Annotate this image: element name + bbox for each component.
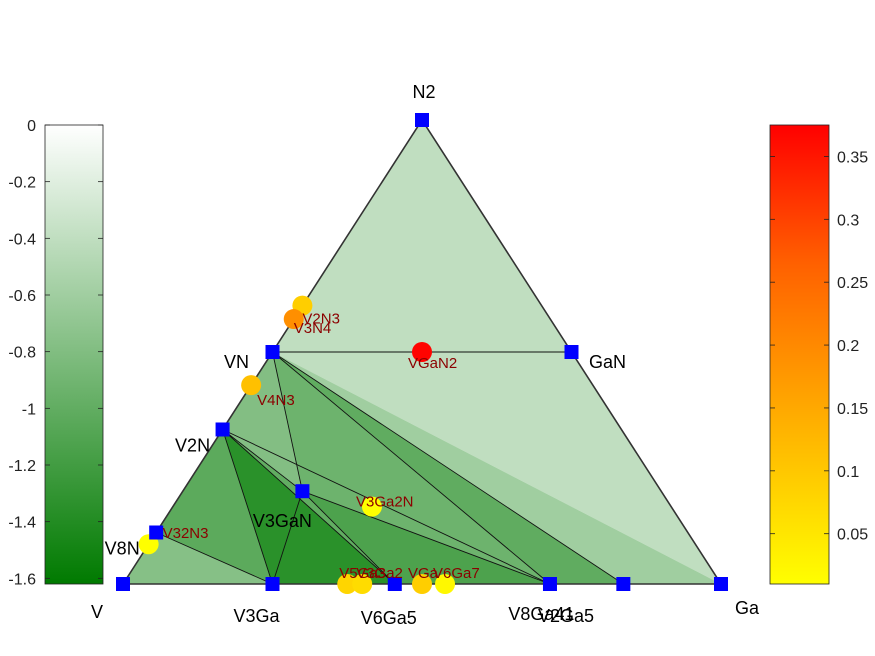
unstable-phase-point: [435, 574, 456, 594]
energy-facet: [123, 532, 273, 584]
tie-line: [272, 351, 303, 492]
stable-phase-label: V2N: [175, 435, 210, 455]
tie-line: [222, 429, 273, 585]
stable-phase-marker: [387, 577, 402, 591]
stable-phase-label: GaN: [589, 352, 626, 372]
tie-lines: [155, 351, 624, 585]
tie-line: [272, 351, 551, 585]
unstable-phase-label: V3N4: [294, 320, 332, 337]
unstable-phase-label: V2N3: [302, 311, 340, 328]
left-tick-label: -1.2: [8, 458, 36, 475]
stable-phases: [116, 113, 728, 591]
left-tick-label: -0.8: [8, 345, 36, 362]
energy-facet: [222, 352, 303, 492]
stable-phase-marker: [295, 484, 310, 499]
stable-phase-label: N2: [412, 82, 435, 102]
stable-phase-marker: [265, 345, 280, 359]
right-tick-label: 0.35: [837, 149, 868, 166]
stable-phase-label: VN: [224, 352, 249, 372]
unstable-phase-label: V3Ga2N: [356, 494, 414, 511]
tie-line: [272, 491, 303, 585]
left-tick-label: -1.4: [8, 515, 36, 532]
stable-phase-label: V8Ga41: [508, 604, 574, 624]
stable-phase-label: V2Ga5: [538, 606, 594, 626]
unstable-phase-point: [352, 574, 373, 594]
tie-line: [222, 429, 396, 585]
left-tick-label: 0: [27, 118, 36, 135]
left-tick-label: -0.6: [8, 288, 36, 305]
right-colorbar: 0.35 0.3 0.25 0.2 0.15 0.1 0.05: [769, 124, 868, 585]
energy-facet: [156, 429, 273, 584]
stable-phase-label: V3Ga: [233, 606, 280, 626]
unstable-phase-point: [361, 496, 382, 517]
stable-phase-marker: [265, 577, 280, 591]
left-colorbar-bar: [44, 124, 104, 585]
right-tick-label: 0.1: [837, 464, 859, 481]
right-colorbar-bar: [769, 124, 830, 585]
energy-facet: [272, 352, 721, 584]
left-tick-label: -0.2: [8, 175, 36, 192]
right-tick-label: 0.05: [837, 527, 868, 544]
left-tick-label: -0.4: [8, 231, 36, 248]
left-tick-label: -1: [22, 401, 36, 418]
unstable-phase-label: V5Ga3: [339, 565, 386, 582]
left-colorbar-ticks: 0 -0.2 -0.4 -0.6 -0.8 -1 -1.2 -1.4 -1.6: [8, 118, 103, 588]
unstable-phase-point: [283, 309, 304, 330]
stable-phase-label: V6Ga5: [361, 608, 417, 628]
left-colorbar: 0 -0.2 -0.4 -0.6 -0.8 -1 -1.2 -1.4 -1.6: [8, 118, 104, 588]
stable-phase-marker: [616, 577, 631, 591]
unstable-phase-label: V4N3: [257, 392, 295, 409]
stable-phase-marker: [542, 577, 557, 591]
unstable-phase-point: [241, 375, 262, 396]
unstable-phase-label: VGa: [408, 565, 439, 582]
stable-phase-label: V: [91, 602, 103, 622]
unstable-phase-label: VGaN2: [408, 355, 457, 372]
stable-phase-marker: [415, 113, 429, 127]
right-tick-label: 0.2: [837, 338, 859, 355]
stable-phase-marker: [149, 525, 164, 540]
tie-line: [222, 429, 303, 492]
unstable-phase-label: V32N3: [163, 525, 209, 542]
stable-phase-label: V8N: [105, 538, 140, 558]
right-tick-label: 0.3: [837, 212, 859, 229]
stable-phase-label: V3GaN: [253, 511, 312, 531]
energy-facet: [272, 120, 572, 352]
unstable-phase-point: [412, 342, 432, 362]
unstable-phases: [138, 295, 456, 594]
right-tick-label: 0.15: [837, 401, 868, 418]
tie-line: [156, 532, 273, 585]
stable-phase-marker: [714, 577, 728, 591]
left-tick-label: -1.6: [8, 571, 36, 588]
tie-line: [272, 351, 624, 585]
right-colorbar-ticks: 0.35 0.3 0.25 0.2 0.15 0.1 0.05: [770, 149, 868, 544]
unstable-phase-point: [337, 574, 358, 594]
right-tick-label: 0.25: [837, 275, 868, 292]
stable-phase-marker: [116, 577, 130, 591]
tie-line: [302, 490, 551, 585]
tie-line: [302, 490, 396, 585]
stable-phase-label: Ga: [735, 598, 760, 618]
tie-line: [222, 429, 551, 585]
unstable-phase-label: V3Ga2: [356, 565, 403, 582]
stable-phase-marker: [564, 345, 579, 359]
stable-phase-marker: [215, 422, 230, 437]
unstable-phase-point: [412, 574, 432, 594]
unstable-phase-label: V6Ga7: [433, 565, 480, 582]
